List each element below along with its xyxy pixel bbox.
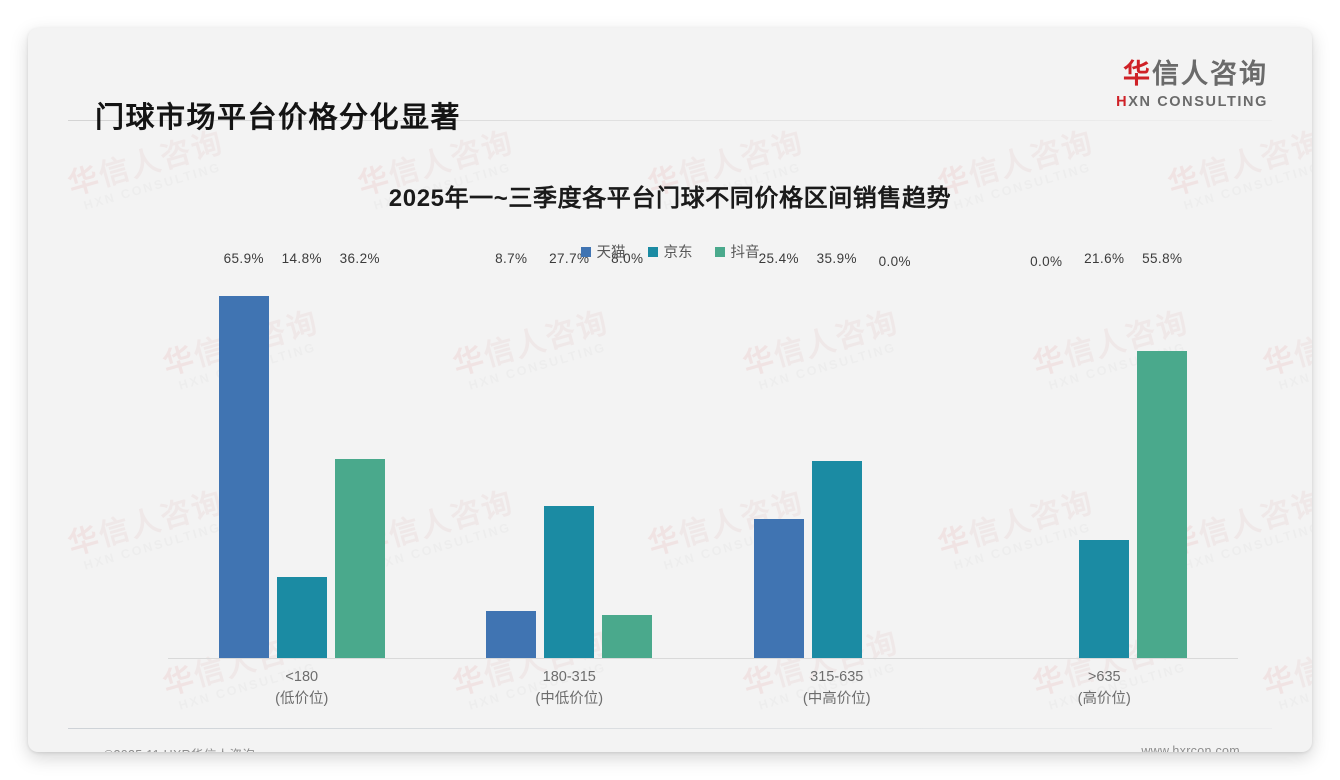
slide-header bbox=[28, 28, 1312, 121]
bar[interactable] bbox=[486, 611, 537, 659]
bar-value-label: 8.7% bbox=[495, 251, 528, 266]
watermark-chinese: 华信人咨询 bbox=[1259, 305, 1312, 382]
legend-item-2[interactable]: 京东 bbox=[647, 241, 693, 262]
bar-value-label: 35.9% bbox=[816, 251, 857, 266]
bar-column[interactable]: 36.2% bbox=[334, 251, 385, 659]
bar-column[interactable]: 35.9% bbox=[811, 251, 862, 659]
logo-chinese-rest: 信人咨询 bbox=[1152, 59, 1268, 89]
logo-accent-char: 华 bbox=[1123, 59, 1152, 89]
category-label: 180-315 (中低价位) bbox=[535, 666, 603, 711]
chart-category-labels: <180 (低价位) 180-315 (中低价位) 315-635 (中高价位) >635 (… bbox=[168, 666, 1238, 716]
footer-divider bbox=[68, 728, 1272, 729]
bar-value-label: 65.9% bbox=[223, 251, 264, 266]
bar-value-label: 21.6% bbox=[1084, 251, 1125, 266]
bar-value-label: 14.8% bbox=[281, 251, 322, 266]
legend-item-1[interactable]: 天猫 bbox=[580, 241, 626, 262]
bar[interactable] bbox=[753, 518, 804, 659]
header-divider bbox=[68, 120, 1272, 121]
bar-group: 25.4% 35.9% 0.0% bbox=[703, 251, 971, 659]
bar[interactable] bbox=[602, 614, 653, 659]
bar-value-label: 0.0% bbox=[1030, 254, 1063, 269]
legend-label: 京东 bbox=[663, 245, 693, 261]
category-tier: (高价位) bbox=[1077, 691, 1131, 708]
bar-value-label: 36.2% bbox=[339, 251, 380, 266]
bar-group: 8.7% 27.7% 8.0% bbox=[436, 251, 704, 659]
bar[interactable] bbox=[334, 459, 385, 659]
logo-chinese-text: 华信人咨询 bbox=[1116, 61, 1268, 88]
chart-legend: 天猫 京东 抖音 bbox=[28, 241, 1312, 262]
category-tier: (中高价位) bbox=[802, 691, 871, 708]
bar[interactable] bbox=[218, 295, 269, 659]
category-tier: (中低价位) bbox=[535, 691, 604, 708]
bar-column[interactable]: 55.8% bbox=[1137, 251, 1188, 659]
bar-column[interactable]: 14.8% bbox=[276, 251, 327, 659]
watermark-chinese: 华信人咨询 bbox=[1259, 625, 1312, 702]
category-range: <180 bbox=[285, 669, 319, 685]
watermark-english: HXN CONSULTING bbox=[1276, 660, 1312, 713]
bar-column[interactable]: 65.9% bbox=[218, 251, 269, 659]
logo-english-rest: XN CONSULTING bbox=[1128, 94, 1268, 110]
category-label: 315-635 (中高价位) bbox=[803, 666, 871, 711]
bar-column[interactable]: 25.4% bbox=[753, 251, 804, 659]
category-range: >635 bbox=[1087, 669, 1121, 685]
bar-column[interactable]: 8.7% bbox=[486, 251, 537, 659]
bar[interactable] bbox=[811, 461, 862, 659]
bar-value-label: 27.7% bbox=[549, 251, 590, 266]
chart-plot-area: 65.9% 14.8% 36.2% 8.7% 27.7% 8.0% 25.4% 35.9% 0.… bbox=[168, 251, 1239, 659]
legend-label: 抖音 bbox=[730, 245, 760, 261]
bar-group: 65.9% 14.8% 36.2% bbox=[168, 251, 436, 659]
bar-value-label: 0.0% bbox=[878, 254, 911, 269]
category-range: 315-635 bbox=[810, 669, 864, 685]
bar-column[interactable]: 0.0% bbox=[870, 254, 920, 659]
bar-value-label: 55.8% bbox=[1142, 251, 1183, 266]
bar[interactable] bbox=[276, 577, 327, 659]
legend-swatch-icon bbox=[647, 246, 658, 257]
bar-column[interactable]: 27.7% bbox=[544, 251, 595, 659]
category-label: >635 (高价位) bbox=[1078, 666, 1131, 711]
page-title: 门球市场平台价格分化显著 bbox=[95, 102, 462, 134]
bar-column[interactable]: 8.0% bbox=[602, 251, 653, 659]
logo-english-accent-char: H bbox=[1116, 94, 1129, 110]
legend-label: 天猫 bbox=[596, 245, 626, 261]
slide-card: 华信人咨询 HXN CONSULTING 华信人咨询 HXN CONSULTING 华信… bbox=[28, 28, 1312, 752]
logo-english-text: HXN CONSULTING bbox=[1116, 95, 1268, 110]
bar-value-label: 8.0% bbox=[611, 251, 644, 266]
legend-swatch-icon bbox=[580, 246, 591, 257]
category-label: <180 (低价位) bbox=[275, 666, 328, 711]
category-range: 180-315 bbox=[542, 669, 596, 685]
bar[interactable] bbox=[544, 506, 595, 659]
brand-logo: 华信人咨询 HXN CONSULTING bbox=[1116, 61, 1268, 110]
bar-column[interactable]: 0.0% bbox=[1021, 254, 1071, 659]
bar[interactable] bbox=[1079, 539, 1130, 659]
footer-website[interactable]: www.hxrcon.com bbox=[1141, 744, 1240, 752]
category-tier: (低价位) bbox=[275, 691, 329, 708]
chart-baseline-axis bbox=[168, 658, 1238, 659]
footer-copyright: ©2025.11 HXR华信人咨询 bbox=[104, 744, 255, 752]
bar-group: 0.0% 21.6% 55.8% bbox=[971, 251, 1239, 659]
bar[interactable] bbox=[1137, 351, 1188, 659]
chart-title: 2025年一~三季度各平台门球不同价格区间销售趋势 bbox=[388, 185, 952, 212]
bar-column[interactable]: 21.6% bbox=[1079, 251, 1130, 659]
legend-swatch-icon bbox=[714, 246, 725, 257]
watermark-english: HXN CONSULTING bbox=[1276, 340, 1312, 393]
legend-item-3[interactable]: 抖音 bbox=[714, 241, 760, 262]
bar-value-label: 25.4% bbox=[758, 251, 799, 266]
